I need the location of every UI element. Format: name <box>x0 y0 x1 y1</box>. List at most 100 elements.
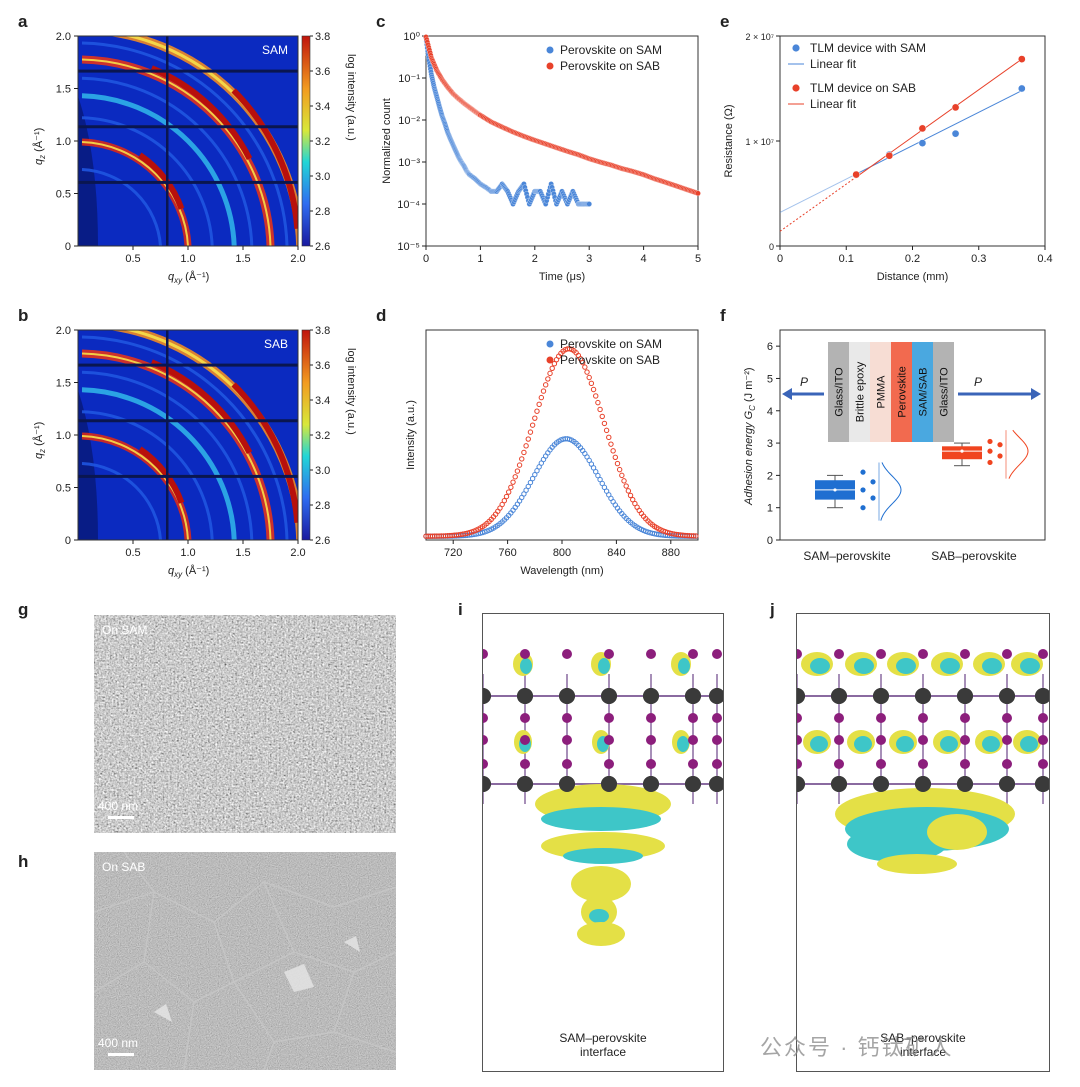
data-point <box>525 483 531 490</box>
panel-label-h: h <box>18 852 29 871</box>
x-tick-label: 800 <box>553 547 571 559</box>
atom-iodine <box>520 759 530 769</box>
data-point <box>523 487 529 493</box>
scattering-ring <box>81 410 214 540</box>
data-point <box>870 479 876 485</box>
x-tick-label: 1.0 <box>180 547 195 559</box>
atom-iodine <box>876 735 886 745</box>
atom-lead <box>709 776 723 792</box>
giwaxs-plot: 0.5 1.0 1.5 2.0 0 0.5 1.0 1.5 2.0 qxy (Å⁻¹) qz (Å⁻… <box>32 325 357 579</box>
colorbar-tick-label: 2.6 <box>315 241 330 253</box>
x-tick-label: 0 <box>777 253 783 265</box>
data-point <box>695 190 701 197</box>
force-label-left: P <box>800 375 808 389</box>
detector-gap <box>78 419 298 423</box>
panel-label-j: j <box>770 600 775 619</box>
colorbar <box>301 35 311 247</box>
data-point <box>870 495 876 501</box>
y-tick-label: 3 <box>767 438 773 450</box>
x-tick-label: 0.2 <box>905 253 920 265</box>
y-tick-label: 1.0 <box>56 430 71 442</box>
legend-marker <box>792 84 800 92</box>
pl-spectrum-chart: 720 760 800 840 880 Wavelength (nm) Intensity … <box>405 329 699 577</box>
distribution-curve <box>880 462 902 521</box>
stack-layer-label: SAM/SAB <box>918 368 930 417</box>
texture-arc <box>138 152 185 210</box>
data-point <box>512 474 518 480</box>
series-sam <box>423 35 592 207</box>
y-axis-label: Intensity (a.u.) <box>405 400 417 470</box>
atom-iodine <box>918 759 928 769</box>
y-tick-label: 10⁻² <box>398 115 420 127</box>
atom-iodine <box>562 649 572 659</box>
stack-layer <box>870 342 891 442</box>
colorbar-tick-label: 3.0 <box>315 171 330 183</box>
data-point <box>534 468 540 474</box>
scattering-ring <box>81 116 214 246</box>
data-point <box>551 361 558 367</box>
legend-label: Perovskite on SAB <box>560 353 660 367</box>
scattering-ring <box>81 93 237 246</box>
isosurface-cyan <box>854 736 872 752</box>
data-point <box>625 488 632 494</box>
isosurface-cyan <box>589 909 609 923</box>
chart-c-plot: 0 1 2 3 4 5 10⁻⁵ 10⁻⁴ 10⁻³ 10⁻² 10⁻¹ 10⁰ Time (μs) No… <box>381 31 701 283</box>
atom-lead <box>685 688 701 704</box>
atom-lead <box>999 776 1015 792</box>
legend-label: Perovskite on SAB <box>560 59 660 73</box>
data-point <box>608 441 614 447</box>
data-point <box>623 483 629 489</box>
detector-gap <box>166 330 169 540</box>
data-point <box>536 401 542 408</box>
data-point <box>508 484 514 490</box>
mean-marker <box>833 488 837 492</box>
data-point <box>1017 84 1026 93</box>
data-point <box>860 487 866 493</box>
atom-iodine <box>1038 713 1048 723</box>
data-point <box>593 393 599 399</box>
x-tick-label: 0.3 <box>971 253 986 265</box>
series-sab <box>423 34 701 197</box>
isosurface-cyan <box>940 658 960 674</box>
colorbar-tick-label: 2.8 <box>315 500 330 512</box>
x-axis-label: Time (μs) <box>539 271 585 283</box>
y-tick-label: 10⁻³ <box>398 157 420 169</box>
atom-lead <box>797 776 805 792</box>
data-point <box>997 442 1003 448</box>
detector-gap <box>78 125 298 129</box>
data-point <box>606 434 612 441</box>
atom-iodine <box>797 649 802 659</box>
panel-label-i: i <box>458 600 463 619</box>
y-tick-label: 1.0 <box>56 136 71 148</box>
data-point <box>987 438 993 445</box>
data-point <box>918 124 927 133</box>
atom-iodine <box>797 735 802 745</box>
colorbar-tick-label: 3.4 <box>315 395 330 407</box>
data-point <box>593 469 599 475</box>
y-tick-label: 6 <box>767 341 773 353</box>
detector-gap <box>166 36 169 246</box>
atom-iodine <box>960 759 970 769</box>
data-point <box>527 479 534 486</box>
colorbar-tick-label: 2.8 <box>315 206 330 218</box>
y-tick-label: 2.0 <box>56 325 71 337</box>
y-tick-label: 1.5 <box>56 378 71 390</box>
colorbar-tick-label: 3.6 <box>315 360 330 372</box>
atom-iodine <box>483 649 488 659</box>
colorbar-label: log intensity (a.u.) <box>345 54 357 141</box>
interface-caption-sab-line1: SAB–perovskite <box>880 1031 966 1045</box>
data-point <box>603 427 610 434</box>
atom-iodine <box>646 649 656 659</box>
atom-iodine <box>918 735 928 745</box>
isosurface-cyan <box>1020 658 1040 674</box>
atom-iodine <box>646 735 656 745</box>
x-tick-label: 840 <box>607 547 625 559</box>
series-sab <box>423 346 699 539</box>
data-point <box>588 380 595 387</box>
data-point <box>599 480 605 487</box>
sample-tag: SAB <box>264 337 288 351</box>
y-tick-label: 0.5 <box>56 483 71 495</box>
data-point <box>987 459 993 466</box>
trpl-decay-chart: 0 1 2 3 4 5 10⁻⁵ 10⁻⁴ 10⁻³ 10⁻² 10⁻¹ 10⁰ Time (μs) No… <box>381 31 701 283</box>
stack-layer <box>933 342 954 442</box>
